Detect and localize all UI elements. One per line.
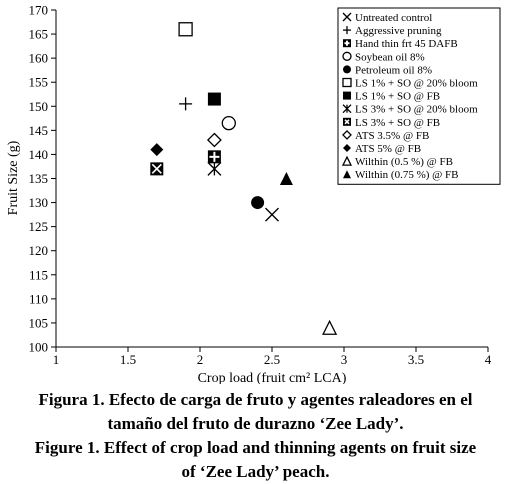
x-tick-label: 3.5 (408, 352, 424, 367)
legend-label: Untreated control (355, 12, 432, 24)
x-tick-label: 1.5 (120, 352, 136, 367)
legend-marker-circle-filled (343, 65, 351, 74)
y-tick-label: 115 (29, 267, 48, 282)
y-tick-label: 155 (29, 75, 49, 90)
legend-label: Soybean oil 8% (355, 51, 425, 63)
caption-english: Figure 1. Effect of crop load and thinni… (0, 436, 511, 484)
legend-entry: Soybean oil 8% (342, 51, 425, 63)
legend-label: Aggressive pruning (355, 25, 442, 37)
data-point-asterisk (207, 161, 222, 176)
caption-en-line-1: Figure 1. Effect of crop load and thinni… (34, 438, 477, 457)
y-tick-label: 160 (29, 51, 49, 66)
legend-entry: ATS 5% @ FB (343, 143, 421, 155)
legend-box (337, 7, 501, 185)
legend-marker-triangle-open (341, 155, 353, 166)
data-point-square-x (150, 162, 164, 176)
y-tick-label: 110 (29, 291, 48, 306)
legend-label: LS 3% + SO @ FB (355, 117, 440, 129)
data-point-square-open (178, 22, 193, 37)
data-point-diamond-open (206, 132, 222, 148)
legend-marker-asterisk (342, 104, 352, 114)
caption-es-line-2: tamaño del fruto de durazno ‘Zee Lady’. (107, 414, 404, 433)
legend-marker-triangle-filled (343, 170, 351, 179)
legend-entry: Petroleum oil 8% (343, 64, 432, 76)
y-tick-label: 150 (29, 99, 49, 114)
data-points (150, 22, 338, 335)
x-axis-label: Crop load (fruit cm² LCA) (198, 371, 347, 384)
legend-marker-square-x (343, 117, 351, 126)
data-point-circle-filled (251, 196, 265, 210)
data-point-diamond-filled (150, 143, 164, 157)
data-point-square-plus (207, 150, 221, 164)
legend-marker-diamond-open (342, 129, 352, 140)
legend-label: Hand thin frt 45 DAFB (355, 38, 458, 50)
data-point-square-filled (207, 92, 221, 106)
legend-marker-plus (343, 26, 351, 35)
caption-es-line-1: Figura 1. Efecto de carga de fruto y age… (38, 390, 473, 409)
legend-label: Wilthin (0.5 %) @ FB (355, 156, 453, 168)
x-tick-label: 2.5 (264, 352, 280, 367)
legend-label: Wilthin (0.75 %) @ FB (355, 169, 459, 181)
data-point-x (265, 207, 279, 222)
legend-entry: Wilthin (0.75 %) @ FB (343, 169, 459, 181)
y-tick-label: 105 (29, 315, 49, 330)
legend-entry: ATS 3.5% @ FB (342, 129, 429, 142)
legend-marker-square-open (342, 77, 352, 88)
x-tick-label: 3 (341, 352, 348, 367)
y-tick-label: 140 (29, 147, 49, 162)
caption-en-line-2: of ‘Zee Lady’ peach. (181, 462, 330, 481)
caption-spanish: Figura 1. Efecto de carga de fruto y age… (0, 388, 511, 436)
y-tick-label: 120 (29, 243, 49, 258)
tick-layer: 1 1.5 2 2.5 3 3.5 4 100 105 110 115 120 125 130 135 140… (29, 3, 492, 368)
legend-marker-diamond-filled (343, 144, 351, 152)
y-tick-label: 170 (29, 3, 49, 18)
scatter-chart: 1 1.5 2 2.5 3 3.5 4 100 105 110 115 120 125 130 135 140… (6, 3, 501, 384)
legend-entry: LS 1% + SO @ FB (343, 91, 440, 103)
legend-label: LS 1% + SO @ FB (355, 91, 440, 103)
legend-marker-x (342, 12, 352, 22)
y-tick-label: 130 (29, 195, 49, 210)
x-tick-label: 2 (197, 352, 204, 367)
data-point-plus (179, 97, 193, 111)
x-tick-label: 1 (53, 352, 60, 367)
legend-entry: LS 1% + SO @ 20% bloom (342, 77, 478, 90)
legend-label: LS 1% + SO @ 20% bloom (355, 78, 478, 90)
legend-entry: Aggressive pruning (343, 25, 442, 37)
y-axis-label: Fruit Size (g) (6, 140, 21, 215)
data-point-triangle-filled (279, 172, 293, 185)
legend-label: ATS 3.5% @ FB (355, 130, 429, 142)
y-tick-label: 135 (29, 171, 49, 186)
legend-label: ATS 5% @ FB (355, 143, 421, 155)
x-tick-label: 4 (485, 352, 492, 367)
legend-entry: Wilthin (0.5 %) @ FB (341, 155, 453, 168)
legend-label: LS 3% + SO @ 20% bloom (355, 104, 478, 116)
legend-entry: LS 3% + SO @ 20% bloom (342, 104, 478, 116)
data-point-triangle-open (322, 319, 338, 335)
data-point-circle-open (221, 115, 236, 131)
legend-entry: LS 3% + SO @ FB (343, 117, 440, 129)
y-tick-label: 165 (29, 27, 49, 42)
legend-marker-circle-open (342, 51, 352, 61)
y-tick-label: 100 (29, 340, 49, 355)
legend-marker-square-filled (343, 91, 351, 100)
legend-marker-square-plus (343, 39, 351, 48)
y-tick-label: 145 (29, 123, 49, 138)
legend-entry: Hand thin frt 45 DAFB (343, 38, 458, 50)
legend-label: Petroleum oil 8% (355, 64, 432, 76)
y-tick-label: 125 (29, 219, 49, 234)
legend-entry: Untreated control (342, 12, 432, 24)
